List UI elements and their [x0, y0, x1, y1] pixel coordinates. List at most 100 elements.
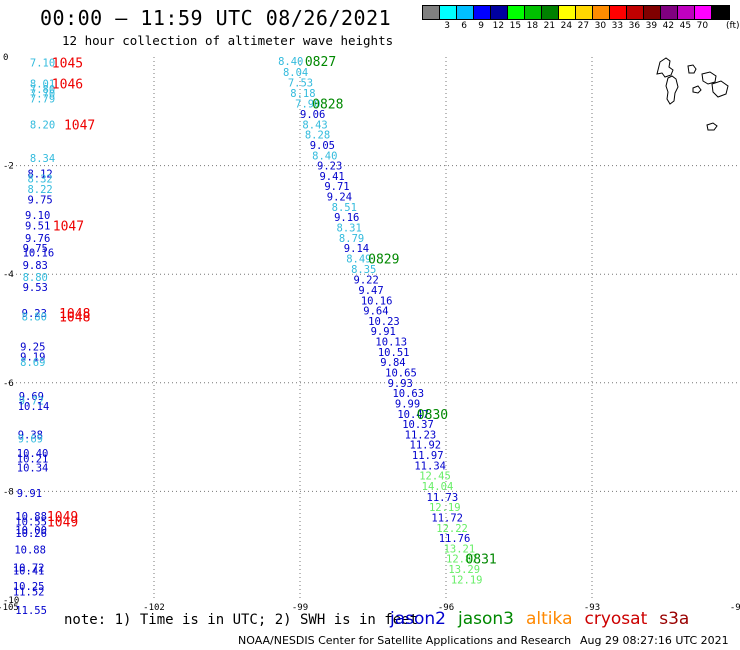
swh-value: 8.12 — [27, 169, 52, 181]
swh-value: 9.64 — [363, 306, 388, 318]
color-swatch — [457, 6, 474, 19]
swh-value: 9.22 — [354, 275, 379, 287]
swh-value: 10.37 — [402, 419, 434, 431]
swh-value: 13.21 — [444, 543, 476, 555]
color-scale-label: 9 — [478, 21, 485, 31]
pass-time-label: 1047 — [64, 118, 95, 133]
swh-value: 10.88 — [14, 545, 46, 557]
satellite-legend-item: cryosat — [584, 609, 648, 629]
swh-value: 9.72 — [19, 396, 44, 408]
x-tick-label: -105 — [0, 603, 19, 613]
swh-value: 11.34 — [414, 460, 446, 472]
island-outline — [656, 57, 674, 78]
x-tick-label: -93 — [584, 603, 600, 613]
footer-note: note: 1) Time is in UTC; 2) SWH is in fe… — [64, 612, 419, 628]
color-scale-label: 18 — [526, 21, 539, 31]
swh-value: 9.23 — [22, 308, 47, 320]
swh-value: 8.35 — [351, 264, 376, 276]
swh-value: 11.76 — [439, 533, 471, 545]
color-scale-label: 30 — [594, 21, 607, 31]
swh-value: 8.69 — [20, 357, 45, 369]
color-swatch — [627, 6, 644, 19]
swh-value: 9.41 — [319, 171, 344, 183]
swh-value: 11.72 — [431, 512, 463, 524]
swh-value: 9.14 — [344, 243, 369, 255]
x-tick-label: -102 — [143, 603, 165, 613]
color-scale-label: 6 — [461, 21, 468, 31]
galapagos-islands — [656, 57, 729, 131]
swh-value: 12.19 — [451, 574, 483, 586]
swh-value: 8.32 — [27, 174, 52, 186]
swh-value: 8.80 — [23, 272, 48, 284]
swh-value: 8.28 — [305, 130, 330, 142]
pass-time-label: 0830 — [417, 408, 448, 423]
color-swatch — [576, 6, 593, 19]
color-swatch — [593, 6, 610, 19]
wave-height-color-scale — [422, 5, 730, 20]
swh-value: 9.84 — [380, 357, 405, 369]
swh-value: 8.34 — [30, 153, 55, 165]
pass-time-labels: 1045104610471047104810481049104908270828… — [47, 55, 497, 568]
swh-value: 10.88 — [15, 511, 47, 523]
swh-value: 8.31 — [337, 223, 362, 235]
island-outline — [692, 85, 702, 94]
color-scale-label: 21 — [543, 21, 556, 31]
swh-value: 10.21 — [17, 453, 49, 465]
color-swatch — [559, 6, 576, 19]
swh-value: 9.10 — [25, 210, 50, 222]
swh-value: 10.26 — [15, 528, 47, 540]
swh-value: 8.80 — [22, 312, 47, 324]
color-scale-label: 24 — [560, 21, 573, 31]
color-swatch — [423, 6, 440, 19]
swh-value: 9.24 — [327, 192, 352, 204]
swh-value: 9.06 — [300, 109, 325, 121]
swh-value: 7.10 — [30, 57, 55, 69]
swh-value: 9.69 — [19, 391, 44, 403]
swh-observations: 7.10 8.017.807.707.79 8.20 8.34 8.128.328.22… — [13, 56, 483, 617]
pass-time-label: 1049 — [47, 510, 78, 525]
swh-value: 9.75 — [27, 194, 52, 206]
satellite-legend: jason2 jason3 altika cryosat s3a — [390, 609, 701, 629]
color-scale-label: 45 — [679, 21, 692, 31]
swh-value: 10.47 — [397, 409, 429, 421]
color-swatch — [678, 6, 695, 19]
satellite-legend-item: altika — [526, 609, 573, 629]
pass-time-label: 1046 — [52, 78, 83, 93]
swh-value: 9.76 — [25, 233, 50, 245]
swh-value: 8.04 — [283, 67, 308, 79]
y-tick-label: -2 — [3, 162, 14, 172]
swh-value: 9.99 — [395, 398, 420, 410]
swh-value: 9.38 — [18, 429, 43, 441]
swh-value: 10.51 — [378, 347, 410, 359]
pass-time-label: 1045 — [52, 56, 83, 71]
credit-line: NOAA/NESDIS Center for Satellite Applica… — [238, 634, 572, 647]
pass-time-label: 1048 — [59, 311, 90, 326]
swh-value: 10.72 — [13, 562, 45, 574]
swh-value: 10.65 — [385, 367, 417, 379]
swh-value: 9.16 — [334, 212, 359, 224]
swh-value: 10.34 — [17, 463, 49, 475]
color-swatch — [474, 6, 491, 19]
color-scale-label: 36 — [628, 21, 641, 31]
swh-value: 10.41 — [13, 566, 45, 578]
swh-value: 9.25 — [20, 341, 45, 353]
swh-value: 10.25 — [13, 581, 45, 593]
swh-value: 9.71 — [324, 181, 349, 193]
color-swatch — [440, 6, 457, 19]
x-tick-label: -90 — [730, 603, 740, 613]
swh-value: 11.92 — [410, 440, 442, 452]
color-scale-label: 39 — [645, 21, 658, 31]
swh-value: 9.19 — [20, 352, 45, 364]
color-scale-label: 3 — [444, 21, 451, 31]
color-swatch — [508, 6, 525, 19]
color-swatch — [542, 6, 559, 19]
swh-value: 10.16 — [361, 295, 393, 307]
y-tick-label: -8 — [3, 487, 14, 497]
swh-value: 12.87 — [446, 554, 478, 566]
swh-value: 9.93 — [388, 378, 413, 390]
swh-value: 10.40 — [17, 448, 49, 460]
color-swatch — [661, 6, 678, 19]
swh-value: 10.13 — [375, 337, 407, 349]
swh-value: 8.20 — [30, 119, 55, 131]
